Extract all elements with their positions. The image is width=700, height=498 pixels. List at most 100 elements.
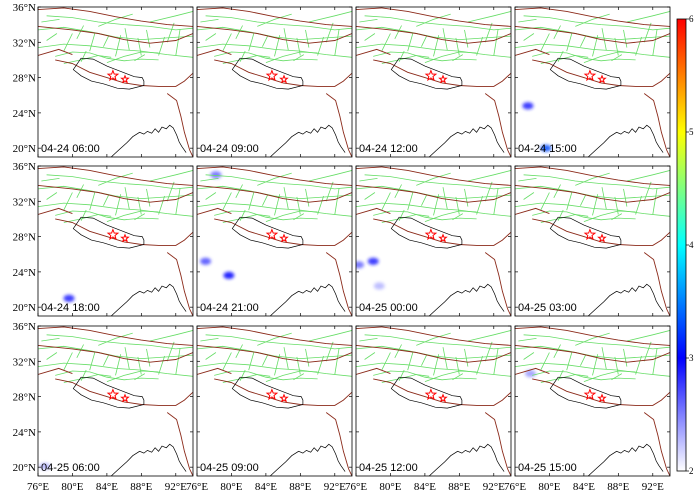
block-boundary [166,93,193,157]
fault-line [325,22,334,43]
fault-line [442,187,448,210]
block-boundary [197,25,352,44]
panel-frame [37,6,194,158]
panel-background [38,7,193,157]
fault-line [518,338,537,342]
fault-line [381,192,391,211]
block-boundary [325,93,352,157]
fault-line [63,55,112,64]
map-panel: 04-24 12:00 [355,6,512,158]
anomaly-blob [63,294,75,302]
fault-line [305,348,310,367]
y-tick-label: 36°N [13,2,36,14]
epicenter-star [438,233,448,243]
panel-background [515,166,670,316]
panel-timestamp-label: 04-25 00:00 [359,302,418,314]
fault-line [205,15,352,31]
epicenter-star [583,228,597,241]
fault-line [421,35,427,47]
block-boundary [532,59,670,87]
fault-line [146,348,151,367]
fault-line [262,194,268,206]
epicenter-star [424,388,438,401]
fault-line [103,354,109,366]
fault-line [643,181,652,202]
coastline [269,283,346,316]
country-border [390,57,463,90]
fault-line [222,214,271,223]
fault-line [265,210,318,222]
fault-line [46,352,58,360]
fault-line [416,332,451,346]
fault-line [63,374,112,383]
fault-line [248,352,255,371]
country-border [231,57,304,90]
x-tick-label: 76°E [345,481,367,493]
fault-line [540,374,589,383]
fault-line [205,192,217,200]
fault-line [265,51,318,63]
fault-line [257,172,292,186]
block-boundary [38,48,73,56]
fault-line [464,29,469,48]
fault-line [467,170,511,182]
panel-background [38,166,193,316]
x-tick-label: 92°E [642,481,664,493]
anomaly-blob [540,144,552,152]
fault-line [334,348,340,375]
anomaly-blob [223,271,235,280]
fault-line [381,55,430,64]
coastline [587,124,664,157]
fault-line [532,370,636,381]
fault-line [553,344,561,358]
panel-timestamp-label: 04-25 09:00 [200,462,259,474]
epicenter-star [106,388,120,401]
block-boundary [515,184,670,203]
fault-line [424,370,477,382]
panel-timestamp-label: 04-24 06:00 [41,143,100,155]
fault-line [356,185,511,200]
fault-line [293,213,305,221]
fault-line [205,33,217,41]
fault-line [364,192,376,200]
fault-line [623,348,628,367]
panel-background [197,326,352,476]
fault-line [146,188,151,207]
fault-line [523,192,535,200]
block-boundary [55,59,193,87]
block-boundary [197,326,352,346]
fault-line [41,338,60,342]
fault-line [515,345,670,360]
fault-line [222,352,232,371]
block-boundary [515,207,550,215]
coastline [428,443,505,476]
fault-line [364,33,376,41]
fault-line [540,192,550,211]
fault-line [149,11,193,23]
block-boundary [38,367,73,375]
panel-frame [196,6,353,158]
fault-line [540,33,550,52]
map-panel: 04-25 00:00 [355,165,512,317]
fault-line [239,369,246,381]
epicenter-star [438,74,448,84]
fault-line [283,347,289,370]
anomaly-blob [210,171,222,179]
fault-line [175,188,181,215]
fault-line [580,194,586,206]
map-panel: 04-25 06:00 20°N 24°N 28°N 32°N 36°N 76°E 80°E 8… [13,321,194,493]
fault-line [356,26,511,41]
block-boundary [484,93,511,157]
y-tick-label: 32°N [13,196,36,208]
fault-line [137,196,142,215]
block-boundary [197,367,232,375]
fault-line [63,33,73,52]
fault-line [205,352,217,360]
block-boundary [197,184,352,203]
fault-line [80,50,87,62]
fault-line [98,172,133,186]
panel-background [356,166,511,316]
fault-line [398,209,405,221]
coastline [428,283,505,316]
